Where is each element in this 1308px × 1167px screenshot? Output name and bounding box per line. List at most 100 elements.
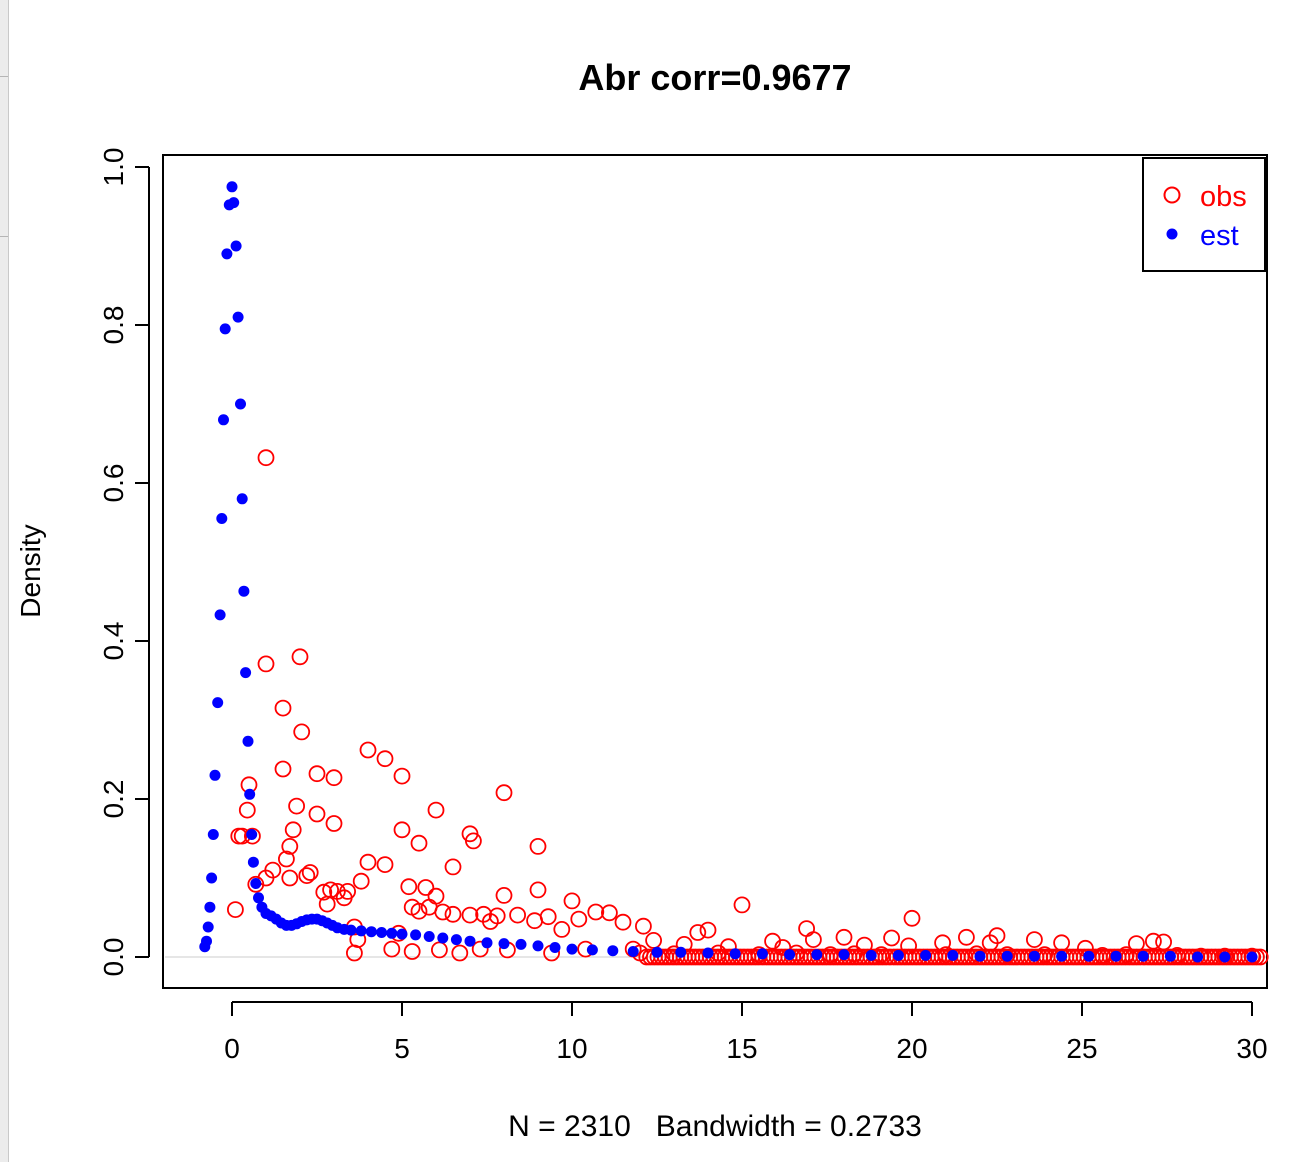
obs-point	[587, 903, 605, 921]
obs-point	[526, 912, 543, 930]
est-point	[423, 931, 435, 942]
est-point	[549, 942, 561, 953]
est-point	[216, 513, 228, 524]
legend: obs est	[1142, 157, 1266, 272]
est-point	[532, 940, 544, 952]
obs-point	[281, 838, 299, 855]
obs-point	[345, 944, 363, 962]
est-point	[396, 928, 408, 940]
est-point	[207, 829, 219, 840]
obs-point	[403, 943, 421, 960]
est-point	[246, 829, 258, 840]
x-tick-label: 0	[224, 1033, 240, 1064]
obs-point	[553, 921, 571, 938]
est-point	[355, 925, 367, 937]
obs-point	[359, 741, 377, 759]
obs-point	[400, 878, 418, 896]
est-point	[920, 949, 932, 961]
legend-est-marker	[1166, 228, 1178, 240]
obs-point	[509, 906, 527, 924]
est-point	[1028, 950, 1040, 962]
obs-point	[563, 892, 581, 910]
est-point	[226, 181, 238, 193]
est-point	[244, 788, 256, 800]
obs-point	[461, 906, 479, 924]
est-point	[498, 938, 510, 950]
est-point	[253, 892, 264, 904]
est-point	[230, 240, 242, 252]
est-point	[1001, 950, 1013, 962]
est-point	[1110, 950, 1122, 962]
obs-point	[352, 872, 370, 890]
est-point	[974, 950, 986, 962]
est-point	[566, 943, 578, 955]
est-point	[365, 926, 377, 938]
legend-est-label: est	[1200, 220, 1239, 252]
obs-point	[1026, 931, 1043, 948]
obs-point	[495, 784, 513, 802]
est-point	[238, 585, 250, 597]
est-point	[627, 946, 639, 957]
est-point	[232, 311, 244, 323]
est-point	[838, 949, 850, 961]
est-point	[250, 878, 262, 889]
est-point	[386, 927, 398, 939]
est-point	[240, 667, 252, 679]
est-point	[201, 935, 212, 947]
obs-point	[318, 895, 336, 913]
obs-point	[247, 875, 265, 893]
obs-series	[226, 449, 1261, 965]
window-edge	[0, 0, 9, 1162]
obs-point	[883, 929, 900, 947]
obs-point	[1216, 947, 1234, 965]
est-point	[202, 921, 214, 933]
x-tick-label: 30	[1236, 1033, 1267, 1064]
est-point	[1246, 951, 1258, 963]
est-point	[247, 856, 259, 868]
obs-point	[376, 750, 394, 768]
legend-box	[1142, 157, 1266, 272]
obs-point	[495, 887, 513, 904]
est-point	[784, 949, 796, 961]
y-tick-label: 0.6	[98, 464, 129, 503]
obs-point	[417, 879, 435, 896]
obs-point	[301, 864, 319, 881]
obs-point	[298, 867, 316, 884]
obs-point	[835, 928, 853, 946]
obs-point	[934, 934, 951, 952]
obs-point	[288, 797, 306, 815]
obs-point	[805, 931, 822, 948]
obs-point	[325, 815, 343, 832]
y-tick-label: 0.2	[98, 780, 129, 819]
obs-point	[689, 924, 707, 941]
est-point	[206, 872, 218, 884]
obs-point	[856, 936, 873, 954]
plot-area-border	[162, 154, 1268, 989]
obs-point	[410, 834, 428, 852]
obs-point	[226, 901, 244, 918]
est-point	[586, 944, 598, 956]
x-tick-label: 20	[896, 1033, 927, 1064]
obs-point	[277, 850, 295, 868]
obs-point	[359, 853, 377, 871]
obs-point	[257, 655, 275, 673]
obs-point	[958, 928, 975, 946]
y-tick-label: 1.0	[98, 148, 129, 187]
x-tick-label: 15	[726, 1033, 757, 1064]
obs-point	[539, 908, 557, 926]
obs-point	[383, 940, 401, 958]
y-tick-label: 0.4	[98, 622, 129, 661]
chart-title: Abr corr=0.9677	[578, 57, 851, 98]
y-tick-label: 0.0	[98, 938, 129, 977]
x-axis-label: N = 2310 Bandwidth = 0.2733	[508, 1110, 922, 1143]
est-point	[228, 197, 240, 209]
obs-point	[284, 821, 302, 839]
y-axis: 0.0 0.2 0.4 0.6 0.8 1.0	[98, 148, 150, 977]
est-point	[209, 769, 221, 781]
obs-point	[798, 920, 815, 937]
est-point	[236, 493, 248, 505]
est-point	[219, 323, 231, 335]
obs-point	[393, 767, 411, 785]
est-point	[214, 609, 226, 621]
y-tick-label: 0.8	[98, 306, 129, 345]
